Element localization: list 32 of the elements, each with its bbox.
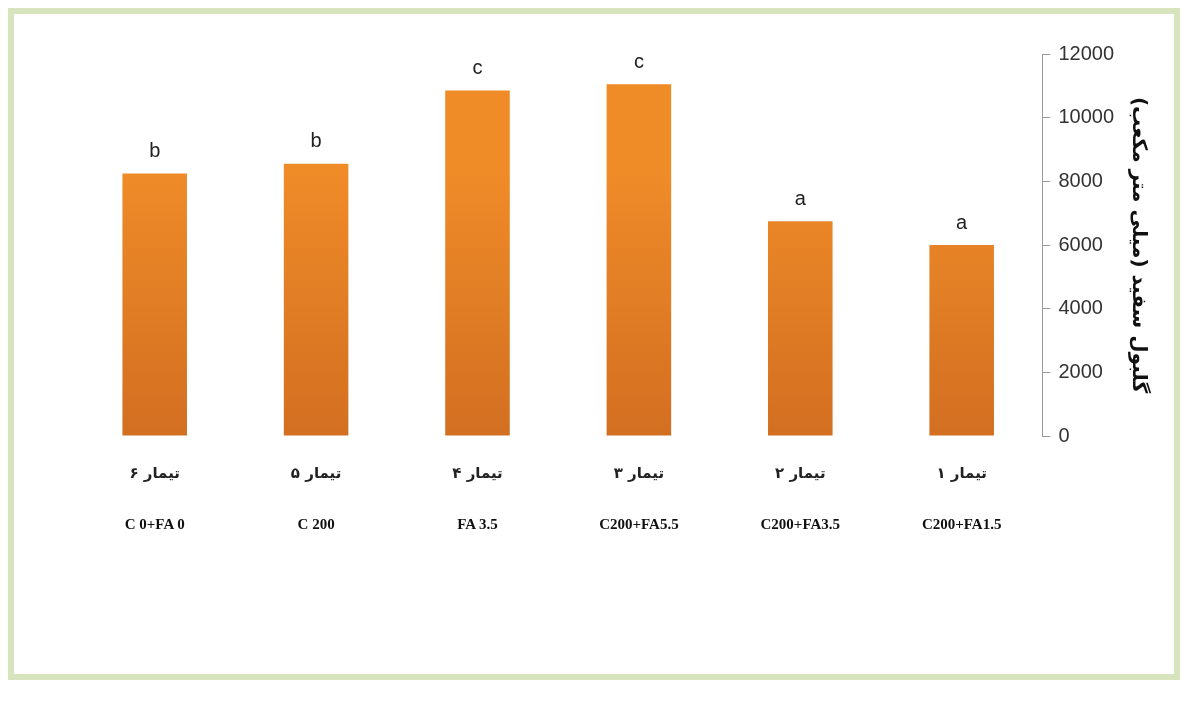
x-tick-label: C200+FA3.5 — [760, 515, 841, 532]
x-tick-label: C200+FA1.5 — [921, 515, 1002, 532]
bar — [445, 90, 510, 436]
y-tick-label: 12000 — [1058, 41, 1115, 64]
y-tick-label: 8000 — [1058, 168, 1103, 191]
bar — [929, 245, 994, 436]
x-tick-label: C 200 — [297, 515, 335, 532]
text: تیمار ۴ — [452, 463, 503, 482]
text: تیمار ۳ — [613, 463, 665, 482]
bar — [606, 84, 672, 436]
y-tick-label: 4000 — [1058, 296, 1103, 319]
text: تیمار ۱ — [936, 463, 987, 482]
text: تیمار ۶ — [129, 463, 180, 482]
y-tick-label: 0 — [1058, 423, 1070, 446]
data-label: c — [633, 49, 644, 72]
text: تیمار ۲ — [775, 463, 826, 482]
bar — [122, 173, 187, 436]
bar — [768, 221, 833, 436]
data-label: c — [472, 56, 483, 79]
y-tick-label: 6000 — [1058, 232, 1103, 255]
bar — [283, 163, 349, 436]
y-axis-title: گلبول سفید (میلی متر مکعب) — [1127, 96, 1152, 394]
x-tick-label: FA 3.5 — [457, 515, 498, 532]
data-label: a — [956, 210, 969, 233]
x-tick-label: C200+FA5.5 — [599, 515, 679, 532]
data-label: b — [310, 129, 322, 152]
x-tick-label: C 0+FA 0 — [124, 515, 185, 532]
text: تیمار ۵ — [290, 463, 342, 482]
data-label: a — [794, 186, 807, 209]
data-label: b — [149, 138, 161, 161]
y-tick-label: 2000 — [1058, 359, 1103, 382]
y-tick-label: 10000 — [1058, 105, 1115, 128]
